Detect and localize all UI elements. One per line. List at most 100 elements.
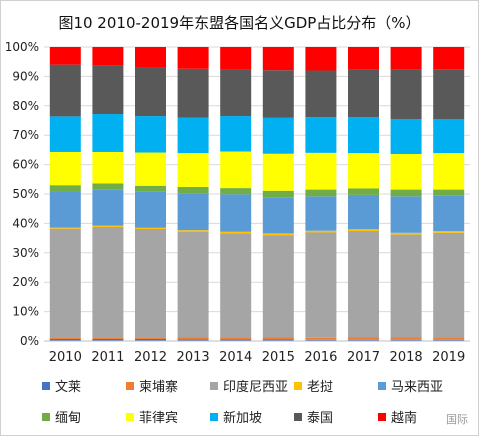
legend-item: 老挝 — [294, 376, 378, 395]
bar-segment — [305, 339, 337, 341]
bar-segment — [135, 185, 166, 192]
bar-segment — [92, 47, 124, 66]
x-axis-tick-labels: 2010 2011 2012 2013 2014 2015 2016 2017 2018 2019 — [49, 350, 465, 365]
bar-segment — [135, 227, 166, 229]
legend-swatch — [210, 381, 218, 390]
bar-segment — [92, 337, 124, 339]
y-tick-label: 100% — [5, 40, 39, 54]
bar-segment — [49, 151, 81, 186]
x-tick-label: 2010 — [49, 350, 82, 365]
bar-segment — [135, 116, 166, 153]
bar-segment — [220, 231, 252, 234]
bar-segment — [220, 233, 252, 338]
bar-segment — [262, 117, 294, 154]
chart-title: 图10 2010-2019年东盟各国名义GDP占比分布（%） — [58, 14, 421, 32]
legend-label: 柬埔寨 — [139, 380, 179, 395]
bar-segment — [433, 119, 465, 154]
x-tick-label: 2011 — [91, 350, 124, 365]
y-axis-tick-labels: 0% 10% 20% 30% 40% 50% 60% 70% 80% 90% 100% — [5, 40, 39, 348]
bar-segment — [177, 337, 209, 340]
bar-segment — [220, 47, 252, 70]
bar-segment — [390, 196, 422, 233]
bar-segment — [49, 185, 81, 192]
bar-segment — [305, 117, 337, 153]
legend-item: 缅甸 — [42, 407, 126, 426]
bar-segment — [433, 232, 465, 338]
bar-segment — [177, 231, 209, 338]
bar-segment — [220, 337, 252, 340]
legend-swatch — [126, 412, 134, 421]
y-tick-label: 40% — [12, 216, 39, 230]
bar-segment — [135, 67, 166, 117]
bar-segment — [390, 69, 422, 120]
bar-segment — [390, 337, 422, 340]
bar-segment — [49, 191, 81, 228]
bar-segment — [305, 189, 337, 197]
bar-segment — [92, 189, 124, 226]
legend-label: 缅甸 — [55, 411, 82, 426]
bar-segment — [390, 339, 422, 341]
bar-segment — [390, 234, 422, 338]
y-tick-label: 90% — [12, 69, 39, 83]
bar-segment — [433, 69, 465, 120]
bar-segment — [135, 152, 166, 186]
legend-label: 泰国 — [307, 411, 334, 426]
bar-segment — [305, 230, 337, 233]
bar-segment — [305, 152, 337, 190]
bar-segment — [433, 195, 465, 232]
bar-segment — [92, 65, 124, 115]
legend-swatch — [378, 412, 386, 421]
bar-segment — [177, 47, 209, 69]
legend-swatch — [378, 381, 386, 390]
bar-segment — [220, 194, 252, 232]
legend-label: 越南 — [391, 411, 418, 426]
bar-segment — [177, 153, 209, 187]
bar-segment — [433, 189, 465, 196]
y-tick-label: 10% — [12, 305, 39, 319]
bar-segment — [92, 225, 124, 227]
bar-segment — [305, 337, 337, 340]
bar-segment — [135, 337, 166, 339]
bar-segment — [177, 186, 209, 194]
bar-segment — [92, 114, 124, 152]
bar-segment — [262, 339, 294, 341]
bar-segment — [262, 197, 294, 234]
legend-item: 泰国 — [294, 407, 378, 426]
bar-segment — [433, 47, 465, 70]
bar-segment — [135, 338, 166, 341]
bar-segment — [390, 154, 422, 190]
legend-label: 老挝 — [307, 380, 334, 395]
bar-segment — [49, 338, 81, 341]
x-tick-label: 2014 — [219, 350, 252, 365]
bar-segment — [92, 151, 124, 184]
legend-label: 菲律宾 — [139, 411, 179, 426]
bar-segment — [49, 337, 81, 339]
bar-segment — [262, 190, 294, 198]
bar-segment — [220, 69, 252, 117]
legend-item: 文莱 — [42, 376, 126, 395]
legend-item: 马来西亚 — [378, 376, 462, 395]
legend-item: 柬埔寨 — [126, 376, 210, 395]
bar-segment — [49, 64, 81, 117]
bar-segment — [348, 339, 379, 341]
y-tick-label: 80% — [12, 99, 39, 113]
bar-segment — [262, 153, 294, 191]
bar-segment — [177, 117, 209, 154]
bar-segment — [348, 188, 379, 195]
y-tick-label: 60% — [12, 158, 39, 172]
bar-segment — [220, 339, 252, 341]
legend-swatch — [294, 381, 302, 390]
bar-segment — [390, 189, 422, 197]
y-tick-label: 50% — [12, 187, 39, 201]
bar-segment — [348, 47, 379, 70]
legend: 文莱 柬埔寨 印度尼西亚 老挝 马来西亚 缅甸 菲律宾 新加坡 泰国 越南 — [42, 376, 472, 426]
bar-segments — [49, 47, 465, 341]
bar-segment — [177, 230, 209, 232]
legend-swatch — [42, 412, 50, 421]
legend-item: 越南 — [378, 407, 462, 426]
legend-item: 新加坡 — [210, 407, 294, 426]
bar-segment — [433, 153, 465, 190]
bar-segment — [92, 183, 124, 190]
bar-segment — [262, 235, 294, 338]
